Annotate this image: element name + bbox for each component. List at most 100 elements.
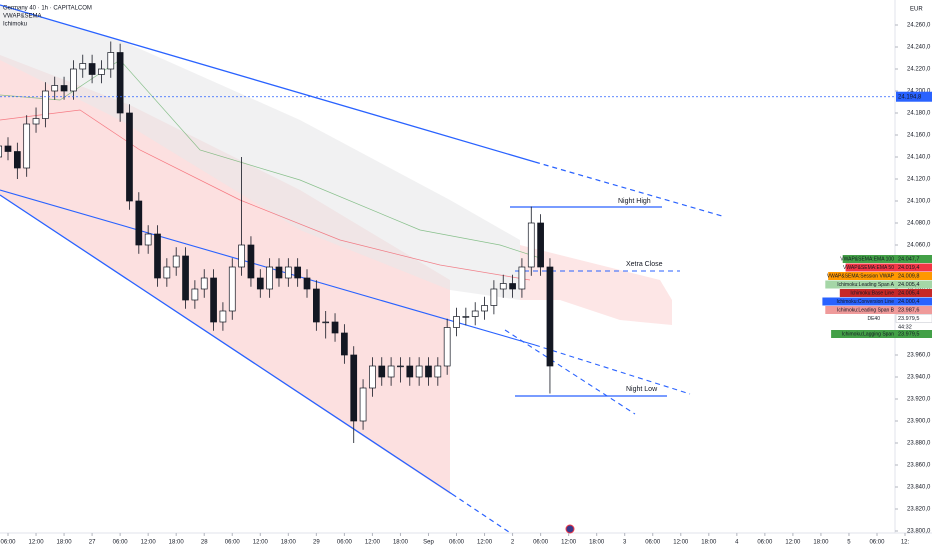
price-label-box (895, 314, 932, 323)
candle-body (322, 321, 330, 324)
indicator-name: Ichimoku (3, 22, 27, 28)
x-tick-label: 06:00 (645, 540, 661, 546)
price-label-name: Ichimoku:Base Line (850, 290, 894, 296)
y-tick-label: 23.800,0 (907, 529, 931, 535)
candle-body (518, 266, 526, 290)
y-tick-label: 24.200,0 (907, 89, 931, 95)
x-tick-label: 12:00 (141, 540, 157, 546)
annotation: Xetra Close (626, 261, 663, 268)
price-label-value: 23.987,6 (898, 307, 919, 313)
price-label-value: 23.979,5 (898, 316, 919, 322)
candle-body (172, 255, 180, 268)
candle-body (135, 200, 143, 246)
price-label-name: VWAP&SEMA:EMA 50 (843, 265, 894, 271)
candle-body (294, 266, 302, 279)
trendline-ext (534, 344, 691, 395)
x-tick-label: 18:00 (393, 540, 409, 546)
candle-body (443, 327, 451, 367)
price-tag (896, 91, 932, 102)
y-tick-label: 24.260,0 (907, 23, 931, 29)
trendline (0, 4, 536, 163)
y-tick-label: 24.140,0 (907, 155, 931, 161)
x-tick-label: 06:00 (337, 540, 353, 546)
price-label-value: 24.019,4 (898, 265, 919, 271)
price-label-name: Ichimoku:Conversion Line (836, 299, 894, 305)
price-label-name: Ichimoku:Lagging Span (842, 331, 894, 337)
candle-body (546, 266, 554, 367)
annotation: Night Low (626, 386, 658, 393)
candle-body (350, 354, 358, 422)
candle-body (256, 277, 264, 290)
candle-body (397, 365, 404, 368)
x-tick-label: 3 (623, 540, 627, 546)
candle-body (88, 63, 96, 75)
y-tick-label: 24.080,0 (907, 221, 931, 227)
x-tick-label: 18:00 (701, 540, 717, 546)
candle-body (163, 266, 171, 279)
price-label-value: 24.005,4 (898, 282, 919, 288)
candle-body (266, 266, 273, 290)
candle-body (107, 52, 115, 70)
price-label-value: 24.000,4 (898, 299, 919, 305)
candle-body (359, 387, 367, 422)
cloud (0, 5, 520, 300)
price-label-name-box (839, 289, 896, 297)
ema-100 (0, 59, 541, 259)
x-tick-label: 18:00 (57, 540, 73, 546)
candle-body (32, 118, 40, 125)
trendline-ext (451, 493, 513, 535)
candle-body (387, 365, 395, 378)
candle-body (0, 145, 3, 158)
candle-body (499, 283, 507, 290)
candle-body (200, 277, 208, 290)
candle-body (23, 123, 31, 169)
x-tick-label: 18:00 (281, 540, 297, 546)
x-tick-label: 28 (201, 540, 208, 546)
candle-body (275, 266, 283, 279)
y-tick-label: 23.900,0 (907, 419, 931, 425)
price-label-box (896, 272, 932, 280)
price-label-box (896, 280, 932, 289)
candle-body (238, 244, 245, 268)
indicator-name: VWAP&SEMA (3, 14, 41, 20)
price-label-name-box (845, 263, 896, 272)
candle-body (313, 288, 320, 323)
y-tick-label: 24.100,0 (907, 199, 931, 205)
candle-body (51, 85, 59, 92)
y-tick-label: 23.820,0 (907, 507, 931, 513)
candle-body (98, 68, 105, 75)
x-tick-label: 12:00 (673, 540, 689, 546)
y-tick-label: 24.060,0 (907, 243, 931, 249)
x-tick-label: 06:00 (0, 540, 16, 546)
annotation: Night High (618, 198, 651, 205)
candle-body (471, 310, 479, 317)
candle-body (303, 277, 311, 290)
candle-body (126, 112, 133, 202)
x-tick-label: 12:00 (477, 540, 493, 546)
candle-body (490, 288, 498, 306)
event-marker[interactable] (565, 524, 575, 534)
candle-body (4, 145, 12, 152)
candle-body (191, 288, 199, 301)
y-tick-label: 24.180,0 (907, 111, 931, 117)
x-tick-label: 12:00 (253, 540, 269, 546)
candle-body (331, 321, 339, 334)
price-label-name: VWAP&SEMA:EMA 100 (840, 256, 894, 262)
trendline-ext (504, 329, 636, 415)
bear-channel-fill (0, 55, 450, 494)
y-tick-label: 24.220,0 (907, 67, 931, 73)
currency: EUR (910, 7, 923, 13)
candle-body (247, 244, 255, 279)
x-tick-label: 06:00 (757, 540, 773, 546)
x-tick-label: 06:00 (449, 540, 465, 546)
candle-body (154, 233, 161, 279)
y-tick-label: 23.920,0 (907, 397, 931, 403)
price-label-box (896, 263, 932, 272)
y-tick-label: 23.840,0 (907, 485, 931, 491)
y-tick-label: 24.120,0 (907, 177, 931, 183)
candle-body (182, 255, 189, 301)
candle-body (42, 90, 49, 119)
ema-50 (0, 109, 531, 281)
price-label-name: Ichimoku:Leading Span A (837, 282, 894, 288)
